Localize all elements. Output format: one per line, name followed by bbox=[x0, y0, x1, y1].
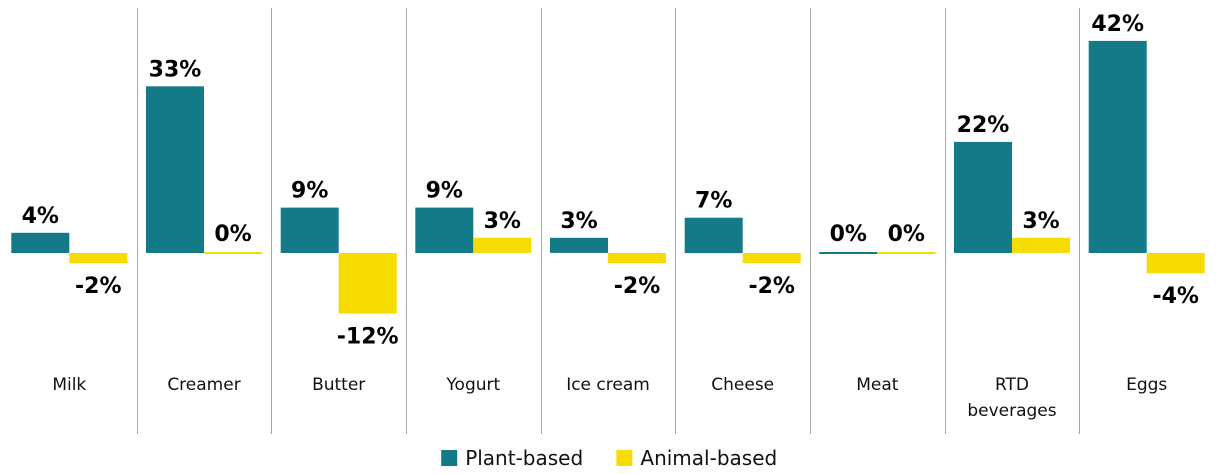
bar-animal bbox=[608, 253, 666, 264]
bar-plant bbox=[280, 207, 339, 253]
legend-swatch-animal bbox=[616, 450, 633, 466]
category-label: Meat bbox=[856, 375, 899, 395]
data-label: 4% bbox=[22, 204, 59, 229]
data-label: 9% bbox=[291, 179, 328, 204]
bar-plant bbox=[1088, 40, 1147, 254]
bar-plant bbox=[954, 141, 1012, 253]
bar-animal bbox=[1012, 237, 1070, 253]
data-label: 0% bbox=[214, 222, 251, 247]
data-label: -2% bbox=[614, 274, 660, 299]
category-label: Eggs bbox=[1126, 375, 1167, 395]
data-label: 42% bbox=[1091, 12, 1144, 37]
bar-plant bbox=[11, 232, 70, 253]
data-label: -2% bbox=[75, 274, 121, 299]
category-label: Yogurt bbox=[445, 375, 500, 395]
bar-animal bbox=[69, 253, 128, 264]
legend-swatch-plant bbox=[441, 450, 458, 466]
category-label: Creamer bbox=[167, 375, 240, 395]
bar-plant bbox=[415, 207, 474, 253]
data-label: 3% bbox=[484, 209, 521, 234]
bar-animal bbox=[473, 237, 532, 253]
bar-animal bbox=[1146, 253, 1205, 274]
bar-plant bbox=[550, 237, 608, 253]
category-label: Butter bbox=[312, 375, 365, 395]
category-label: Ice cream bbox=[566, 375, 650, 395]
bar-plant bbox=[684, 217, 743, 254]
legend-label: Plant-based bbox=[465, 446, 583, 470]
category-label: beverages bbox=[967, 401, 1056, 421]
bar-animal bbox=[877, 252, 936, 254]
data-label: 9% bbox=[426, 179, 463, 204]
bar-animal bbox=[742, 253, 801, 264]
category-label: Milk bbox=[52, 375, 86, 395]
data-label: 3% bbox=[560, 209, 597, 234]
data-label: 7% bbox=[695, 189, 732, 214]
data-label: 3% bbox=[1022, 209, 1059, 234]
category-label: Cheese bbox=[711, 375, 774, 395]
bar-animal bbox=[338, 253, 397, 314]
data-label: -4% bbox=[1152, 284, 1198, 309]
legend-label: Animal-based bbox=[640, 446, 777, 470]
data-label: -2% bbox=[748, 274, 794, 299]
bar-plant bbox=[146, 86, 204, 253]
bar-animal bbox=[204, 252, 262, 254]
data-label: -12% bbox=[337, 325, 399, 350]
bar-plant bbox=[819, 252, 878, 254]
data-label: 0% bbox=[888, 222, 925, 247]
data-label: 0% bbox=[830, 222, 867, 247]
category-label: RTD bbox=[995, 375, 1029, 395]
data-label: 33% bbox=[149, 57, 202, 82]
data-label: 22% bbox=[957, 113, 1010, 138]
